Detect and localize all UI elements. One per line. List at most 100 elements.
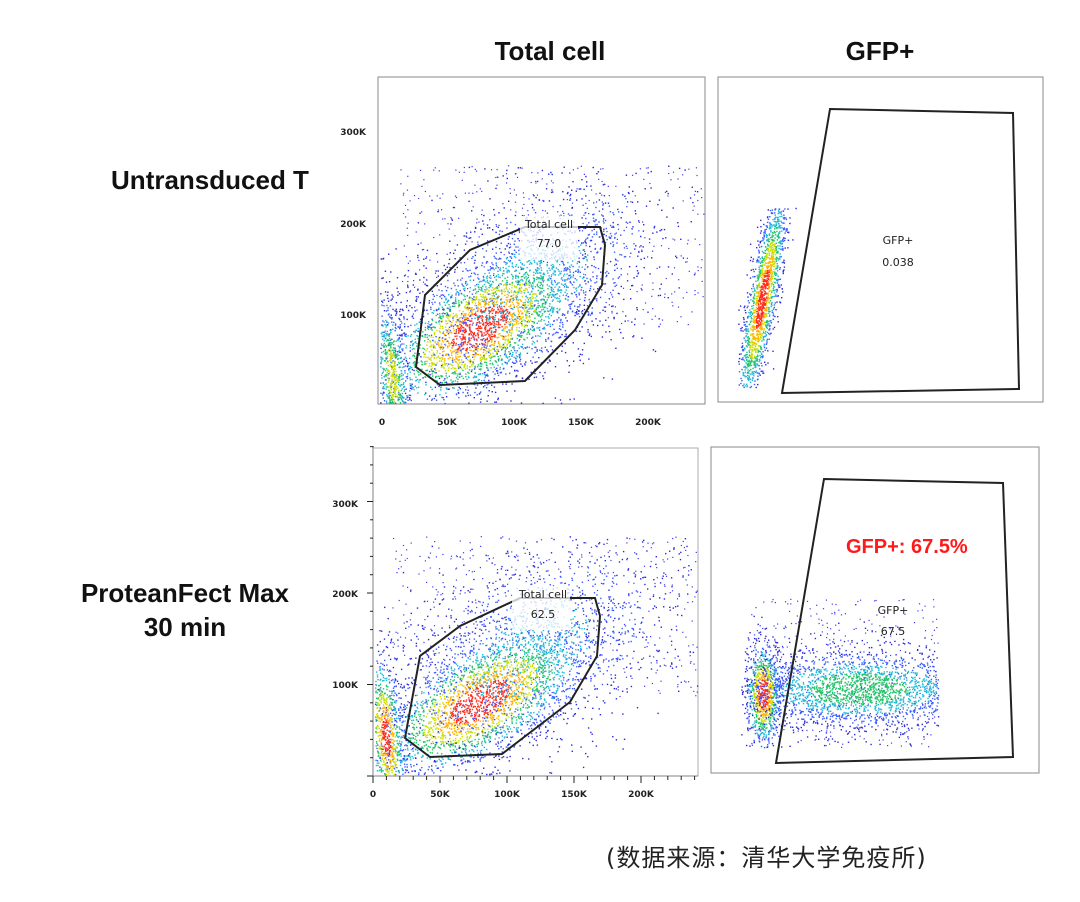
event-dot (553, 294, 555, 296)
event-dot (613, 213, 615, 216)
event-dot (767, 287, 769, 290)
event-dot (406, 306, 408, 308)
event-dot (632, 190, 634, 193)
event-dot (443, 361, 445, 363)
event-dot (549, 292, 552, 294)
event-dot (516, 327, 518, 329)
event-dot (480, 330, 482, 333)
event-dot (544, 296, 547, 298)
event-dot (501, 316, 503, 318)
event-dot (516, 291, 519, 294)
event-dot (381, 372, 383, 374)
event-dot (612, 244, 615, 246)
event-dot (494, 325, 496, 328)
event-dot (462, 331, 464, 333)
event-dot (492, 281, 494, 283)
event-dot (577, 167, 579, 169)
event-dot (506, 347, 509, 349)
event-dot (383, 334, 385, 336)
event-dot (609, 211, 612, 213)
event-dot (560, 289, 562, 291)
event-dot (514, 265, 517, 268)
event-dot (579, 275, 581, 278)
event-dot (445, 381, 447, 383)
event-dot (454, 235, 456, 237)
event-dot (747, 300, 750, 302)
event-dot (452, 387, 454, 389)
event-dot (444, 370, 447, 372)
event-dot (636, 275, 638, 277)
event-dot (492, 316, 494, 318)
event-dot (554, 294, 556, 296)
event-dot (520, 306, 523, 308)
event-dot (526, 315, 528, 317)
event-dot (502, 312, 504, 314)
event-dot (515, 374, 518, 377)
event-dot (415, 369, 418, 372)
event-dot (480, 365, 483, 367)
event-dot (459, 366, 462, 368)
event-dot (510, 221, 512, 224)
event-dot (475, 343, 477, 345)
event-dot (524, 282, 526, 285)
event-dot (624, 255, 627, 258)
event-dot (498, 343, 500, 345)
event-dot (758, 244, 760, 246)
event-dot (503, 305, 505, 308)
event-dot (491, 344, 493, 346)
event-dot (457, 325, 460, 327)
event-dot (587, 331, 589, 333)
event-dot (625, 221, 627, 223)
event-dot (501, 318, 503, 321)
event-dot (511, 338, 513, 340)
event-dot (518, 288, 520, 291)
event-dot (414, 338, 416, 340)
event-dot (467, 341, 469, 344)
event-dot (392, 374, 394, 377)
event-dot (448, 354, 450, 356)
event-dot (686, 257, 688, 259)
event-dot (579, 353, 581, 355)
event-dot (398, 347, 401, 349)
event-dot (409, 350, 411, 352)
event-dot (571, 310, 574, 312)
event-dot (430, 357, 432, 359)
event-dot (383, 346, 385, 348)
event-dot (460, 337, 462, 340)
event-dot (585, 238, 587, 241)
event-dot (393, 370, 395, 372)
event-dot (578, 239, 580, 242)
event-dot (693, 274, 696, 276)
event-dot (438, 320, 441, 322)
event-dot (456, 319, 459, 321)
event-dot (482, 248, 484, 250)
event-dot (529, 301, 531, 303)
event-dot (667, 266, 670, 268)
event-dot (492, 293, 495, 295)
event-dot (385, 358, 387, 360)
event-dot (517, 302, 519, 304)
event-dot (565, 269, 567, 272)
event-dot (382, 382, 384, 385)
event-dot (596, 201, 598, 203)
event-dot (624, 195, 626, 197)
x-tick-0: 0 (379, 418, 385, 428)
event-dot (584, 253, 586, 255)
event-dot (525, 271, 528, 274)
event-dot (413, 354, 415, 356)
event-dot (436, 343, 438, 345)
event-dot (665, 277, 667, 280)
event-dot (464, 321, 467, 323)
event-dot (536, 299, 538, 301)
event-dot (466, 348, 468, 351)
event-dot (400, 183, 402, 185)
event-dot (464, 317, 467, 319)
event-dot (409, 378, 411, 381)
event-dot (479, 354, 482, 356)
event-dot (442, 309, 444, 311)
event-dot (617, 223, 619, 226)
event-dot (504, 326, 506, 328)
event-dot (556, 282, 559, 284)
event-dot (403, 402, 405, 404)
plot-untransduced-total-cell: Total cell 77.0 300K 200K 100K 0 50K 100… (340, 76, 706, 428)
